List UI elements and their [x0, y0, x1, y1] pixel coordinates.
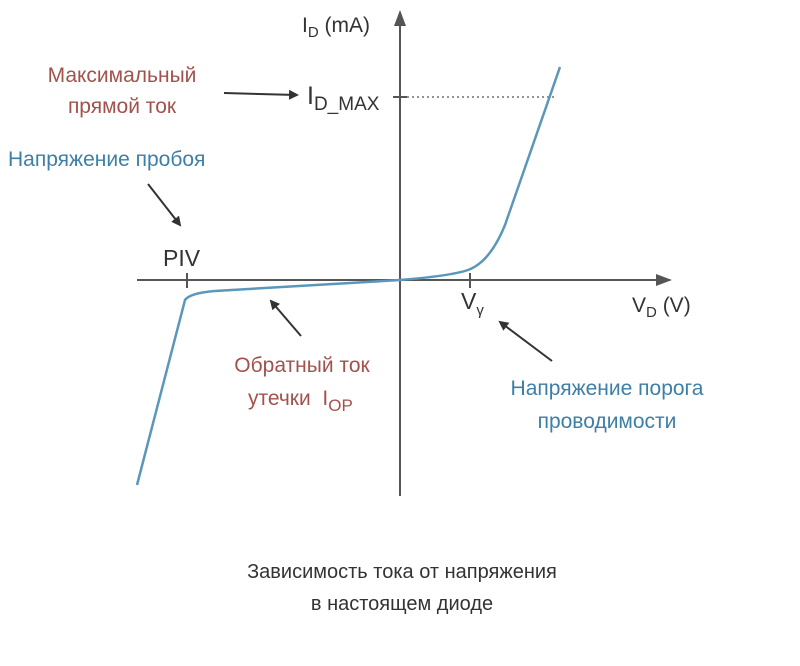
iv-curve	[135, 66, 562, 486]
arrow	[223, 89, 299, 100]
breakdown-note: Напряжение пробоя	[8, 148, 205, 171]
y-axis-label: ID (mA)	[302, 14, 370, 41]
max-current-note: Максимальный	[48, 64, 197, 87]
arrow	[147, 183, 182, 227]
leakage-note: утечки IOP	[248, 387, 353, 415]
arrow	[498, 320, 553, 362]
max-current-label: ID_MAX	[307, 82, 380, 115]
x-axis-label: VD (V)	[632, 294, 691, 321]
leakage-note: Обратный ток	[234, 354, 370, 377]
piv-label: PIV	[163, 245, 201, 271]
threshold-note: проводимости	[538, 410, 677, 433]
caption: в настоящем диоде	[311, 593, 493, 615]
threshold-note: Напряжение порога	[511, 377, 704, 400]
caption: Зависимость тока от напряжения	[247, 561, 557, 583]
arrow	[269, 299, 302, 337]
max-current-note: прямой ток	[68, 95, 177, 118]
threshold-label: Vγ	[461, 288, 484, 319]
